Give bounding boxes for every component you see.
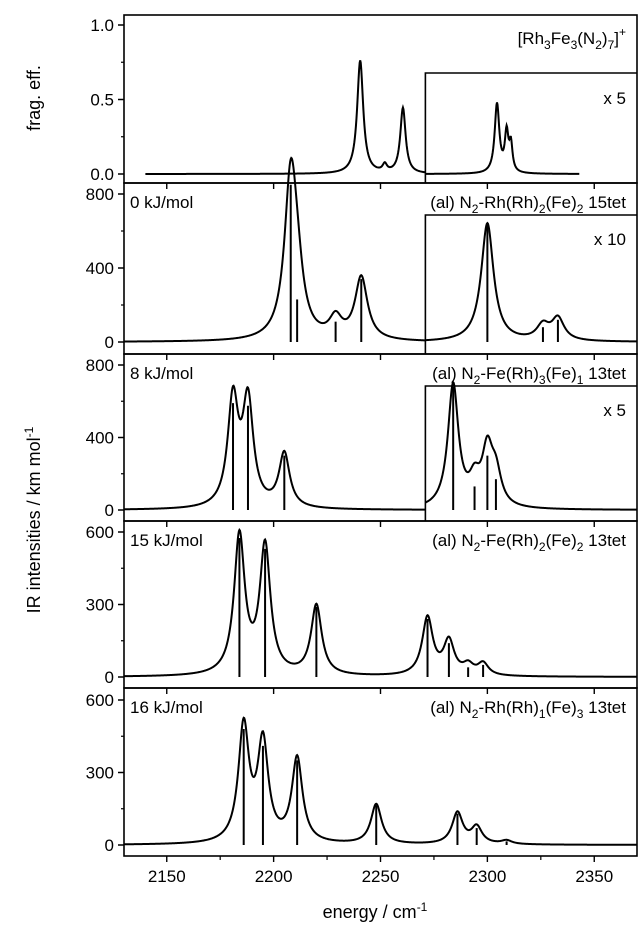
spectrum-line [124,528,637,678]
y-tick-label: 300 [86,596,114,615]
panel-label-experiment: [Rh3Fe3(N2)7]+ [518,25,626,52]
y-axis-label: IR intensities / km mol-1 [22,426,44,613]
panel-label-isomer-1: (al) N2-Rh(Rh)2(Fe)2 15tet [430,193,626,216]
scale-inset-box [424,214,637,354]
spectrum-line-scaled [425,221,637,343]
y-tick-label: 0.0 [90,165,114,184]
panel-isomer-4: 0 300 600 16 kJ/mol (al) N2-Rh(Rh)1(Fe)3 13t… [86,687,638,862]
x-tick-label: 2200 [255,867,293,886]
spectrum-line [123,384,426,511]
y-tick-label: 800 [86,356,114,375]
energy-label: 0 kJ/mol [130,193,193,212]
x-tick-label: 2250 [362,867,400,886]
panel-label-isomer-2: (al) N2-Fe(Rh)3(Fe)1 13tet [432,364,626,387]
x-axis-label: energy / cm-1 [323,900,428,922]
y-tick-label: 0.5 [90,91,114,110]
x-tick-label: 2150 [148,867,186,886]
top-y-axis-label: frag. eff. [24,65,44,131]
panel-isomer-2: 0 400 800 8 kJ/mol (al) N2-Fe(Rh)3(Fe)1 13te… [86,353,638,527]
series-line-experiment-scaled [425,102,580,175]
y-tick-label: 0 [105,836,114,855]
scale-label: x 10 [594,230,626,249]
y-tick-label: 300 [86,764,114,783]
energy-label: 15 kJ/mol [130,531,203,550]
scale-label: x 5 [603,89,626,108]
x-axis: 2150 2200 2250 2300 2350 [148,856,613,886]
panel-experiment: 0.0 0.5 1.0 x 5 [Rh3Fe3(N2)7]+ [90,14,638,189]
y-tick-label: 600 [86,691,114,710]
y-tick-label: 0 [105,668,114,687]
x-tick-label: 2350 [575,867,613,886]
y-tick-label: 400 [86,259,114,278]
energy-label: 16 kJ/mol [130,698,203,717]
panel-isomer-3: 0 300 600 15 kJ/mol (al) N2-Fe(Rh)2(Fe)2 13t… [86,520,638,694]
y-tick-label: 600 [86,523,114,542]
y-tick-label: 1.0 [90,16,114,35]
scale-label: x 5 [603,401,626,420]
series-line-experiment [145,60,426,175]
x-tick-label: 2300 [468,867,506,886]
panel-isomer-1: 0 400 800 0 kJ/mol (al) N2-Rh(Rh)2(Fe)2 15te… [86,156,638,360]
y-tick-label: 0 [105,501,114,520]
spectrum-line [123,716,637,846]
scale-inset-box [424,385,637,521]
panel-label-isomer-3: (al) N2-Fe(Rh)2(Fe)2 13tet [432,531,626,554]
y-tick-label: 400 [86,429,114,448]
panel-label-isomer-4: (al) N2-Rh(Rh)1(Fe)3 13tet [430,698,626,721]
y-tick-label: 800 [86,185,114,204]
energy-label: 8 kJ/mol [130,364,193,383]
y-tick-label: 0 [105,333,114,352]
spectrum-line [123,156,426,343]
spectrum-line-scaled [424,380,637,511]
scale-inset-box [424,72,637,183]
